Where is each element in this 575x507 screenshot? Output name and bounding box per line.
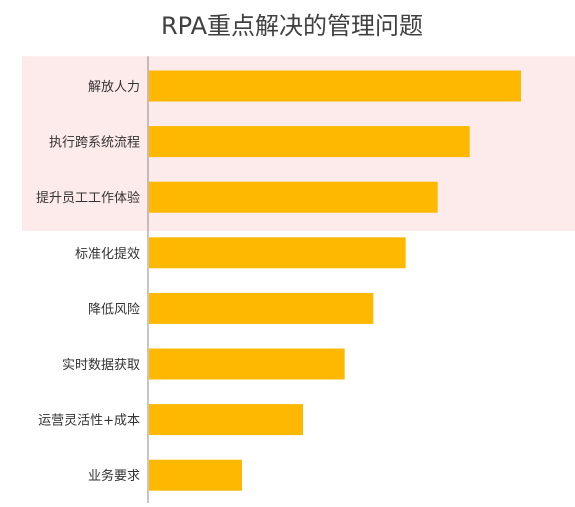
chart-title: RPA重点解决的管理问题 — [161, 12, 423, 40]
bar — [149, 181, 438, 213]
bar — [149, 459, 242, 491]
bar — [149, 70, 521, 102]
bar — [149, 292, 374, 324]
category-label: 执行跨系统流程 — [49, 136, 140, 151]
bar — [149, 404, 304, 436]
category-label: 运营灵活性+成本 — [38, 414, 140, 429]
plot-area: 解放人力执行跨系统流程提升员工工作体验标准化提效降低风险实时数据获取运营灵活性+… — [22, 56, 575, 503]
category-label: 实时数据获取 — [62, 358, 140, 373]
category-label: 业务要求 — [88, 468, 140, 484]
category-label: 提升员工工作体验 — [36, 190, 140, 206]
bar — [149, 237, 406, 269]
bar — [149, 126, 470, 158]
category-label: 标准化提效 — [75, 246, 140, 262]
bar — [149, 348, 345, 380]
category-label: 解放人力 — [88, 80, 140, 95]
category-label: 降低风险 — [88, 302, 140, 317]
